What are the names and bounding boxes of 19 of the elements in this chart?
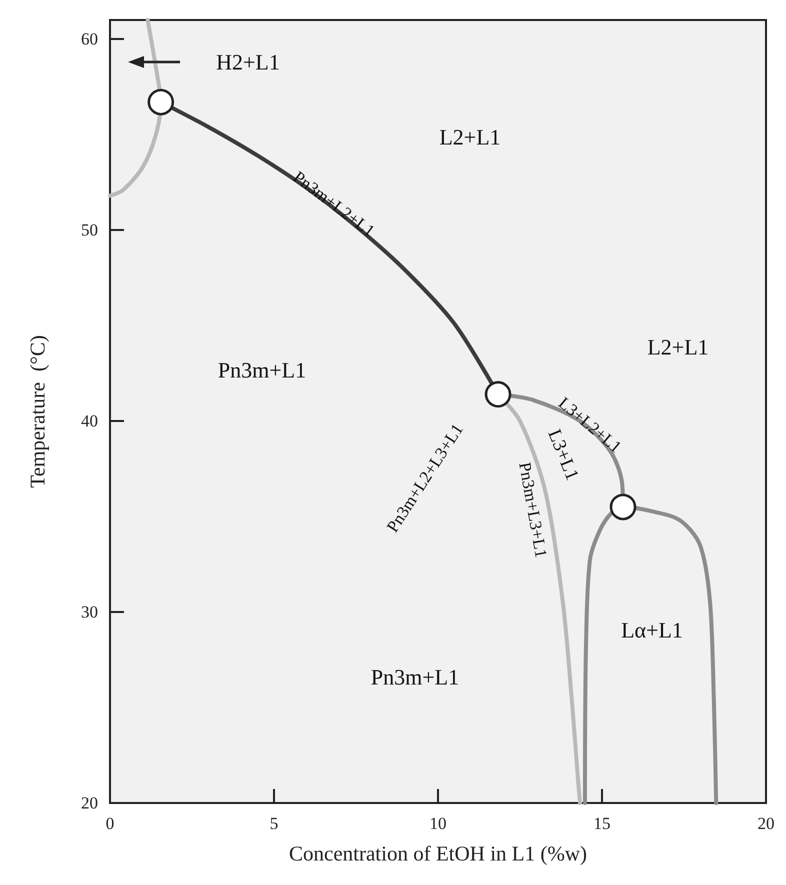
annotation: L2+L1 [439, 124, 501, 150]
y-tick-label: 20 [81, 794, 98, 812]
annotation: L2+L1 [647, 334, 709, 360]
x-tick-label: 15 [594, 814, 610, 833]
annotation: H2+L1 [216, 50, 280, 74]
annotation: Pn3m+L3+L1 [515, 460, 551, 560]
y-tick-label: 60 [81, 30, 98, 49]
annotation: Pn3m+L1 [370, 664, 460, 690]
y-tick-label: 30 [81, 602, 98, 622]
y-tick-label: 40 [81, 412, 98, 431]
x-axis-title: Concentration of EtOH in L1 (%w) [288, 842, 588, 866]
y-tick-label: 50 [81, 220, 98, 240]
x-tick-label: 10 [430, 814, 446, 833]
annotation: Pn3m+L1 [218, 358, 306, 382]
x-tick-label: 20 [758, 814, 774, 833]
x-tick-label: 0 [106, 814, 114, 833]
y-axis-title: Temperature (°C) [26, 335, 50, 488]
x-tick-label: 5 [270, 814, 278, 833]
annotation: Lα+L1 [621, 618, 683, 642]
